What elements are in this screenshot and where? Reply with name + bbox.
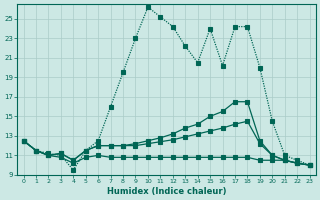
X-axis label: Humidex (Indice chaleur): Humidex (Indice chaleur)	[107, 187, 226, 196]
